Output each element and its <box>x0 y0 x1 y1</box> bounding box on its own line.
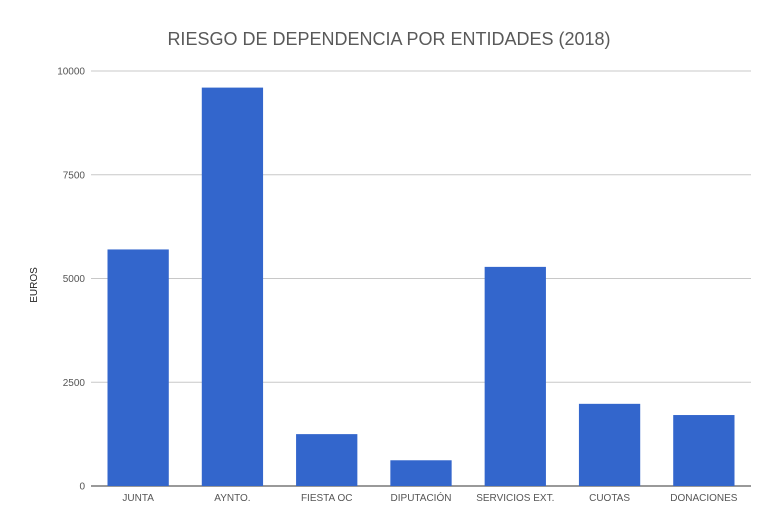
bar-donaciones <box>673 415 735 486</box>
x-tick-labels: JUNTA AYNTO. FIESTA OC DIPUTACIÓN SERVICIOS … <box>122 491 737 504</box>
bar-cuotas <box>578 403 641 486</box>
x-tick-label: DONACIONES <box>670 493 738 504</box>
bars <box>107 87 735 486</box>
bar-diputación <box>390 460 452 486</box>
chart-title: RIESGO DE DEPENDENCIA POR ENTIDADES (201… <box>167 29 610 49</box>
y-axis-label: EUROS <box>29 267 40 303</box>
y-tick-label: 10000 <box>57 67 85 78</box>
bar-junta <box>107 249 169 486</box>
y-tick-label: 2500 <box>63 378 86 389</box>
x-tick-label: DIPUTACIÓN <box>391 491 452 504</box>
bar-fiesta-oc <box>296 434 358 486</box>
gridlines <box>91 70 751 487</box>
y-tick-label: 0 <box>79 482 85 493</box>
x-tick-label: CUOTAS <box>589 493 630 504</box>
y-tick-labels: 0 2500 5000 7500 10000 <box>57 67 85 493</box>
y-tick-label: 5000 <box>63 274 86 285</box>
x-tick-label: FIESTA OC <box>301 493 353 504</box>
y-tick-label: 7500 <box>63 170 86 181</box>
bar-servicios-ext <box>484 266 546 486</box>
x-tick-label: AYNTO. <box>214 493 250 504</box>
x-tick-label: SERVICIOS EXT. <box>476 493 554 504</box>
bar-aynto <box>201 87 264 486</box>
x-tick-label: JUNTA <box>122 493 154 504</box>
